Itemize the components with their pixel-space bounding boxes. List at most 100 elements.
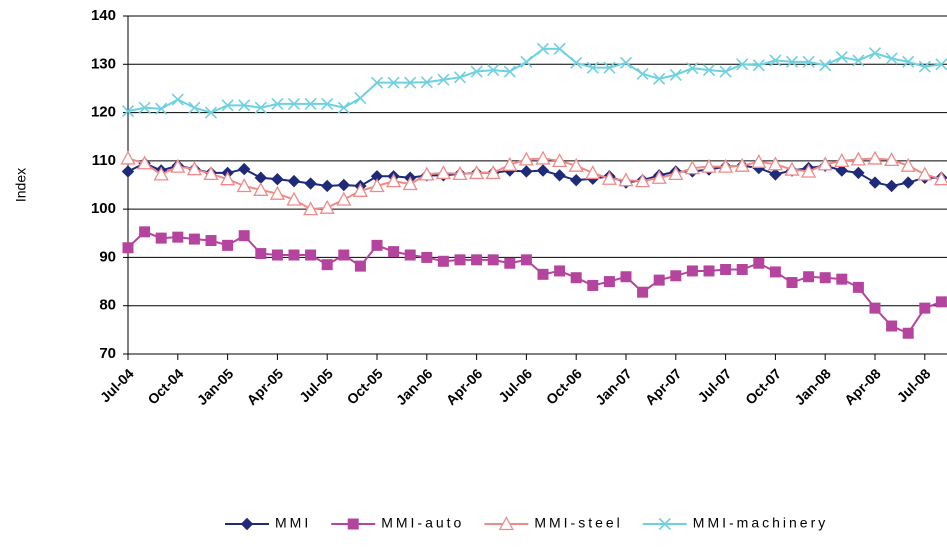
- data-point: [736, 264, 748, 275]
- x-tick-label: Oct-05: [344, 365, 386, 407]
- data-point: [785, 55, 799, 68]
- data-point: [269, 185, 285, 200]
- data-point: [469, 165, 485, 180]
- data-point: [404, 76, 417, 89]
- data-point: [603, 61, 616, 74]
- x-tick-label: Apr-06: [443, 365, 486, 408]
- series-line: [127, 47, 942, 114]
- data-point: [287, 97, 301, 110]
- data-point: [502, 156, 518, 171]
- data-point: [286, 191, 302, 206]
- data-point: [254, 101, 267, 114]
- data-point: [719, 65, 732, 78]
- x-tick-label: Jul-04: [97, 365, 137, 405]
- data-point: [203, 166, 219, 181]
- data-point: [419, 166, 435, 181]
- data-point: [753, 257, 765, 269]
- data-point: [254, 171, 268, 184]
- data-point: [171, 93, 184, 106]
- legend: MMI MMI-auto MMI-steel MMI-machinery: [225, 515, 825, 531]
- data-point: [155, 102, 168, 115]
- data-point: [271, 97, 284, 110]
- y-tick-label: 110: [92, 152, 116, 169]
- x-tick-label: Oct-06: [543, 365, 585, 407]
- y-tick-label: 100: [91, 200, 116, 217]
- data-point: [237, 162, 251, 176]
- data-point: [786, 277, 798, 289]
- data-point: [884, 152, 900, 167]
- x-tick-label: Jul-06: [495, 365, 535, 405]
- x-tick-label: Jan-07: [592, 365, 635, 408]
- legend-marker: [498, 516, 514, 531]
- data-point: [885, 52, 898, 65]
- data-point: [901, 176, 915, 189]
- data-point: [935, 58, 947, 71]
- x-tick-label: Jan-05: [194, 365, 237, 408]
- legend-marker: [240, 517, 254, 531]
- data-point: [919, 302, 931, 314]
- data-point: [420, 76, 433, 89]
- data-point: [255, 248, 267, 260]
- data-point: [801, 163, 817, 178]
- data-point: [121, 165, 135, 178]
- data-point: [352, 182, 368, 197]
- data-point: [188, 233, 200, 245]
- x-tick-label: Apr-05: [243, 365, 286, 408]
- data-point: [653, 274, 665, 286]
- data-point: [487, 64, 500, 77]
- data-point: [537, 268, 549, 280]
- data-point: [752, 59, 765, 72]
- x-tick-label: Oct-07: [742, 365, 784, 407]
- data-point: [319, 199, 335, 214]
- data-point: [471, 254, 483, 266]
- series-line: [127, 230, 942, 335]
- data-point: [720, 264, 732, 275]
- x-tick-label: Apr-07: [642, 365, 685, 408]
- data-point: [935, 296, 947, 308]
- data-point: [618, 172, 634, 187]
- data-point: [338, 249, 350, 261]
- data-point: [918, 60, 931, 73]
- x-tick-label: Jan-06: [393, 365, 436, 408]
- data-point: [153, 166, 169, 181]
- data-point: [868, 47, 882, 60]
- data-point: [271, 172, 284, 186]
- data-point: [535, 150, 551, 165]
- data-point: [718, 158, 734, 173]
- data-point: [453, 71, 467, 84]
- data-point: [205, 235, 217, 247]
- data-point: [769, 168, 782, 181]
- y-axis-label: Index: [13, 168, 29, 202]
- x-tick-label: Jul-07: [694, 365, 734, 405]
- data-point: [669, 68, 682, 81]
- data-point: [337, 101, 350, 114]
- x-tick-label: Apr-08: [841, 365, 884, 408]
- data-point: [835, 164, 849, 177]
- data-point: [137, 155, 153, 170]
- data-point: [734, 157, 750, 172]
- data-point: [305, 249, 317, 261]
- data-point: [454, 254, 466, 266]
- data-point: [155, 232, 167, 244]
- legend-marker: [347, 518, 359, 530]
- data-point: [520, 55, 533, 68]
- data-point: [819, 272, 831, 284]
- data-point: [835, 50, 848, 64]
- data-point: [767, 156, 783, 171]
- data-point: [803, 271, 815, 283]
- series-line: [127, 157, 942, 211]
- data-point: [204, 106, 218, 119]
- y-tick-label: 80: [99, 297, 116, 314]
- data-point: [751, 153, 767, 168]
- data-point: [371, 239, 383, 251]
- data-point: [684, 160, 700, 175]
- y-tick-label: 120: [91, 104, 116, 121]
- data-point: [852, 54, 865, 67]
- data-point: [867, 150, 883, 165]
- data-point: [518, 151, 534, 166]
- data-point: [736, 58, 749, 71]
- legend-label: MMI-auto: [381, 515, 464, 531]
- data-point: [386, 173, 402, 188]
- data-point: [603, 276, 615, 288]
- data-point: [485, 165, 501, 180]
